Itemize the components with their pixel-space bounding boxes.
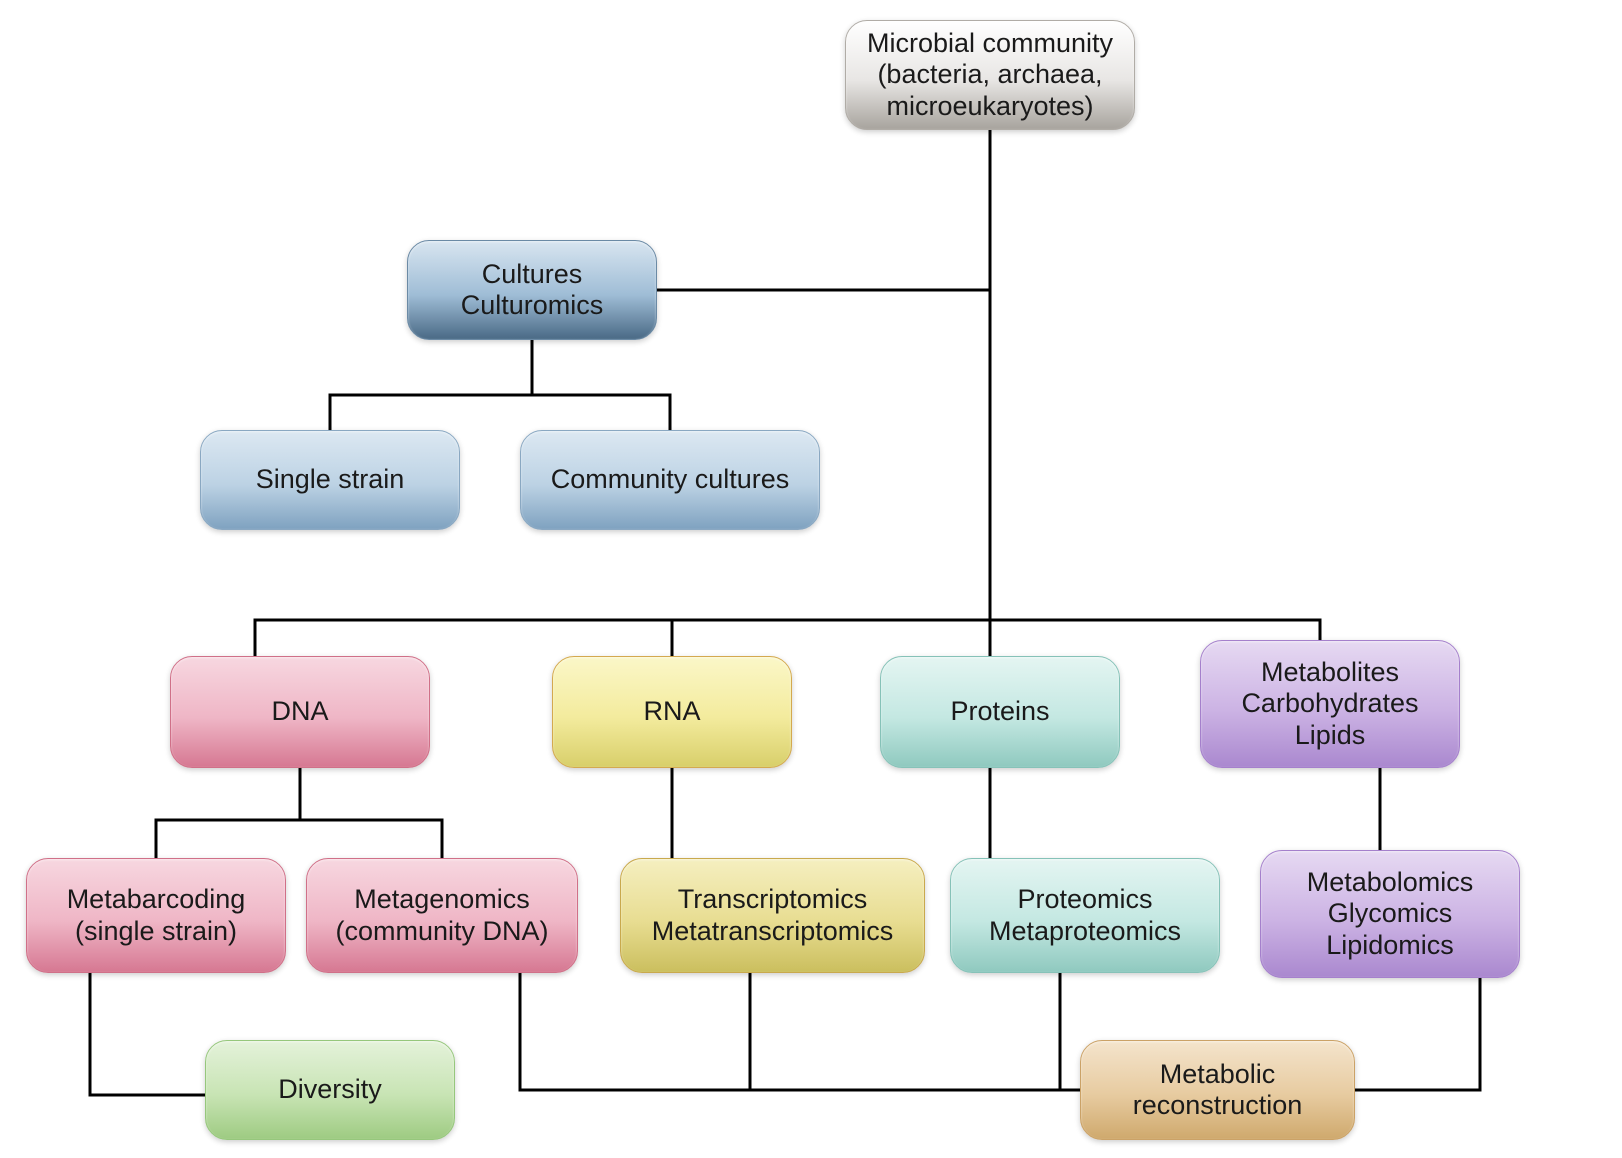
node-proteins: Proteins (880, 656, 1120, 768)
node-rna: RNA (552, 656, 792, 768)
node-cultures: Cultures Culturomics (407, 240, 657, 340)
node-community_cultures: Community cultures (520, 430, 820, 530)
node-metagenomics: Metagenomics (community DNA) (306, 858, 578, 973)
node-metabolites: Metabolites Carbohydrates Lipids (1200, 640, 1460, 768)
node-transcriptomics: Transcriptomics Metatranscriptomics (620, 858, 925, 973)
node-proteomics: Proteomics Metaproteomics (950, 858, 1220, 973)
node-single_strain: Single strain (200, 430, 460, 530)
edge-layer (0, 0, 1622, 1158)
diagram-canvas: Microbial community (bacteria, archaea, … (0, 0, 1622, 1158)
node-metabarcoding: Metabarcoding (single strain) (26, 858, 286, 973)
node-metabolomics: Metabolomics Glycomics Lipidomics (1260, 850, 1520, 978)
node-dna: DNA (170, 656, 430, 768)
node-root: Microbial community (bacteria, archaea, … (845, 20, 1135, 130)
node-metabolic_recon: Metabolic reconstruction (1080, 1040, 1355, 1140)
node-diversity: Diversity (205, 1040, 455, 1140)
